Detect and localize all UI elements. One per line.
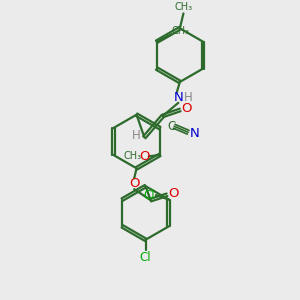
Text: O: O <box>168 187 179 200</box>
Text: Cl: Cl <box>140 250 151 263</box>
Text: CH₃: CH₃ <box>171 26 190 36</box>
Text: CH₃: CH₃ <box>174 2 193 12</box>
Text: CH₃: CH₃ <box>123 152 141 161</box>
Text: H: H <box>184 91 192 104</box>
Text: H: H <box>132 129 140 142</box>
Text: O: O <box>182 102 192 115</box>
Text: N: N <box>173 91 183 104</box>
Text: O: O <box>129 177 140 190</box>
Text: C: C <box>168 120 176 133</box>
Text: Cl: Cl <box>143 189 154 202</box>
Text: N: N <box>189 127 199 140</box>
Text: O: O <box>140 150 150 163</box>
